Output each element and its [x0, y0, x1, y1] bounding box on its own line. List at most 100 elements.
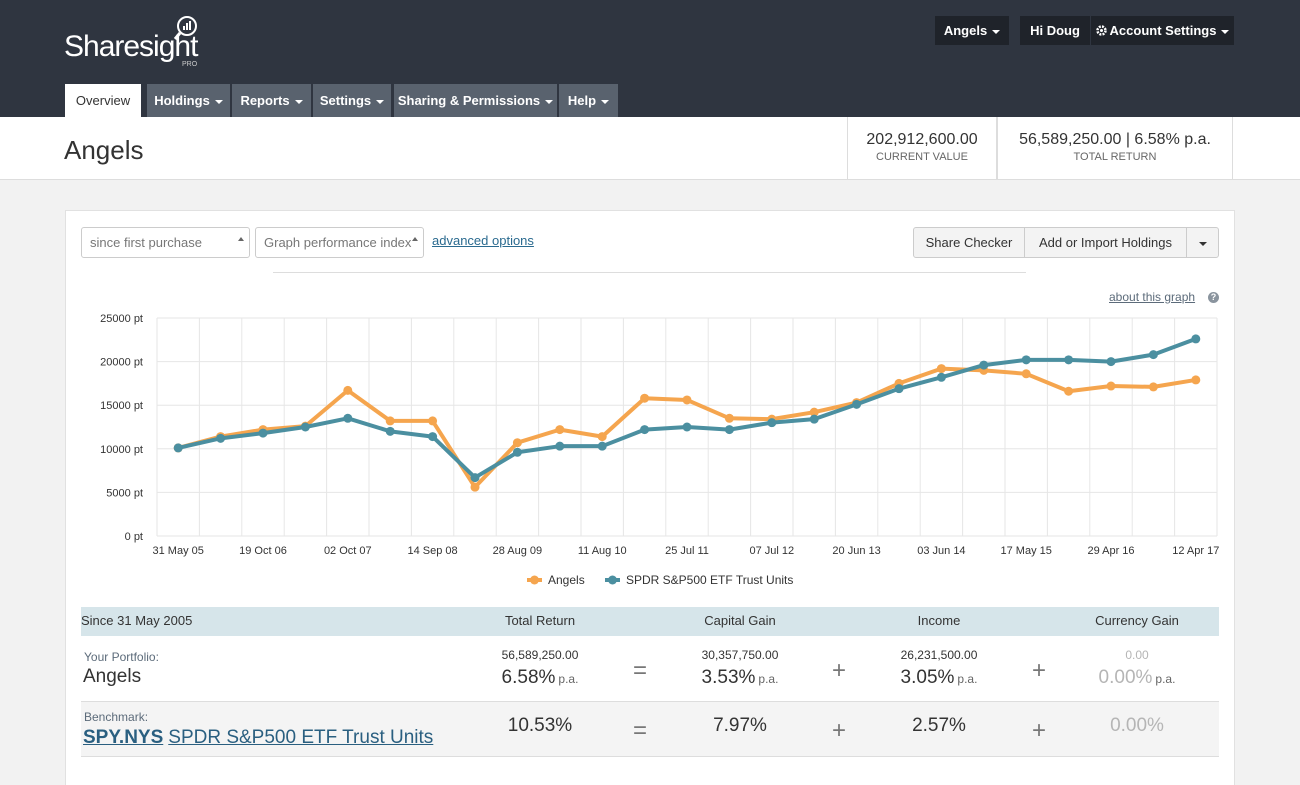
- data-point: [1148, 350, 1158, 360]
- row-bg: [81, 702, 1219, 757]
- data-point: [724, 413, 734, 423]
- benchmark-text: SPY.NYS: [83, 727, 164, 748]
- nav-tab[interactable]: Help: [559, 84, 618, 117]
- y-tick-label: 15000 pt: [100, 400, 143, 412]
- stat-box: [847, 117, 997, 180]
- data-point: [1191, 334, 1201, 344]
- x-tick-label: 11 Aug 10: [578, 545, 627, 557]
- data-point: [300, 422, 310, 432]
- x-tick-label: 29 Apr 16: [1087, 545, 1134, 557]
- portfolio-title: Angels: [64, 135, 144, 165]
- data-point: [979, 360, 989, 370]
- about-graph-link[interactable]: about this graph: [1109, 290, 1196, 304]
- data-point: [1106, 381, 1116, 391]
- data-point: [640, 393, 650, 403]
- x-tick-label: 03 Jun 14: [917, 545, 965, 557]
- nav-tab[interactable]: Overview: [65, 84, 141, 117]
- data-point: [470, 482, 480, 492]
- data-point: [385, 416, 395, 426]
- percent-cell: 6.58% p.a.: [440, 667, 640, 689]
- separator: [273, 272, 1026, 273]
- stat-value: 202,912,600.00: [866, 131, 978, 148]
- data-point: [597, 441, 607, 451]
- logo-icon: [173, 16, 197, 40]
- nav-tab[interactable]: Sharing & Permissions: [394, 84, 557, 117]
- graph-type-select[interactable]: Graph performance index: [255, 227, 424, 258]
- benchmark-text: SPDR S&P500 ETF Trust Units: [168, 727, 434, 748]
- percent-text: p.a.: [957, 672, 978, 686]
- operator: +: [1031, 657, 1046, 684]
- column-header: Since 31 May 2005: [81, 613, 193, 628]
- caret: [214, 99, 223, 104]
- y-tick-label: 0 pt: [125, 531, 143, 543]
- nav-tab[interactable]: Reports: [232, 84, 311, 117]
- data-point: [343, 413, 353, 423]
- gear-icon: [1095, 25, 1107, 36]
- x-tick-label: 19 Oct 06: [239, 545, 287, 557]
- x-tick-label: 14 Sep 08: [408, 545, 458, 557]
- nav-tab[interactable]: Settings: [313, 84, 391, 117]
- caret: [1221, 29, 1230, 34]
- percent-text: 0.00%: [1098, 667, 1153, 688]
- period-select[interactable]: since first purchase: [81, 227, 250, 258]
- operator: +: [1031, 717, 1046, 744]
- data-point: [852, 399, 862, 409]
- data-point: [724, 425, 734, 435]
- data-point: [640, 425, 650, 435]
- data-point: [1064, 386, 1074, 396]
- account-menu[interactable]: Account Settings: [1091, 16, 1234, 45]
- row-bg: [81, 636, 1219, 702]
- data-point: [385, 426, 395, 436]
- benchmark-value: 10.53%: [507, 715, 573, 736]
- stat-box: [997, 117, 1233, 180]
- nav-tab[interactable]: Holdings: [147, 84, 230, 117]
- portfolio-menu[interactable]: Angels: [935, 16, 1009, 45]
- data-point: [936, 372, 946, 382]
- y-tick-label: 25000 pt: [100, 313, 143, 325]
- table-header: [81, 607, 1219, 636]
- benchmark-link[interactable]: SPY.NYS SPDR S&P500 ETF Trust Units: [83, 727, 433, 749]
- stat-label: TOTAL RETURN: [1073, 151, 1157, 163]
- y-tick-label: 10000 pt: [100, 444, 143, 456]
- percent-text: p.a.: [758, 672, 779, 686]
- portfolio-menu-label: Angels: [943, 23, 988, 38]
- amount: 30,357,750.00: [701, 648, 779, 662]
- operator: =: [632, 657, 647, 684]
- row-label: Benchmark:: [84, 710, 149, 724]
- data-point: [809, 414, 819, 424]
- benchmark-value: 2.57%: [912, 715, 966, 736]
- x-tick-label: 17 May 15: [1001, 545, 1052, 557]
- nav-tab-label: Holdings: [154, 93, 210, 108]
- data-point: [1148, 382, 1158, 392]
- data-point: [1021, 369, 1031, 379]
- account-menu-label: Account Settings: [1109, 23, 1217, 38]
- operator: +: [831, 657, 846, 684]
- data-point: [767, 418, 777, 428]
- greeting[interactable]: Hi Doug: [1020, 16, 1090, 45]
- data-point: [512, 447, 522, 457]
- advanced-options-link[interactable]: advanced options: [432, 233, 534, 248]
- data-point: [555, 425, 565, 435]
- share-checker-button[interactable]: Share Checker: [913, 227, 1025, 258]
- percent-text: p.a.: [1155, 672, 1176, 686]
- percent-text: 3.05%: [900, 667, 955, 688]
- caret: [545, 99, 554, 104]
- percent-text: 6.58%: [501, 667, 556, 688]
- percent-cell: 3.53% p.a.: [640, 667, 840, 689]
- benchmark-value: 7.97%: [713, 715, 767, 736]
- x-tick-label: 20 Jun 13: [832, 545, 880, 557]
- operator: =: [632, 717, 647, 744]
- y-tick-label: 5000 pt: [106, 487, 143, 499]
- data-point: [470, 473, 480, 483]
- dropdown-button[interactable]: [1186, 227, 1219, 258]
- benchmark-value: 0.00%: [1110, 715, 1164, 736]
- add-holdings-button[interactable]: Add or Import Holdings: [1024, 227, 1187, 258]
- x-tick-label: 31 May 05: [153, 545, 204, 557]
- x-tick-label: 25 Jul 11: [665, 545, 709, 557]
- data-point: [1021, 355, 1031, 365]
- data-point: [428, 416, 438, 426]
- help-icon[interactable]: ?: [1208, 292, 1219, 303]
- legend-marker: [530, 575, 539, 585]
- data-point: [216, 433, 226, 443]
